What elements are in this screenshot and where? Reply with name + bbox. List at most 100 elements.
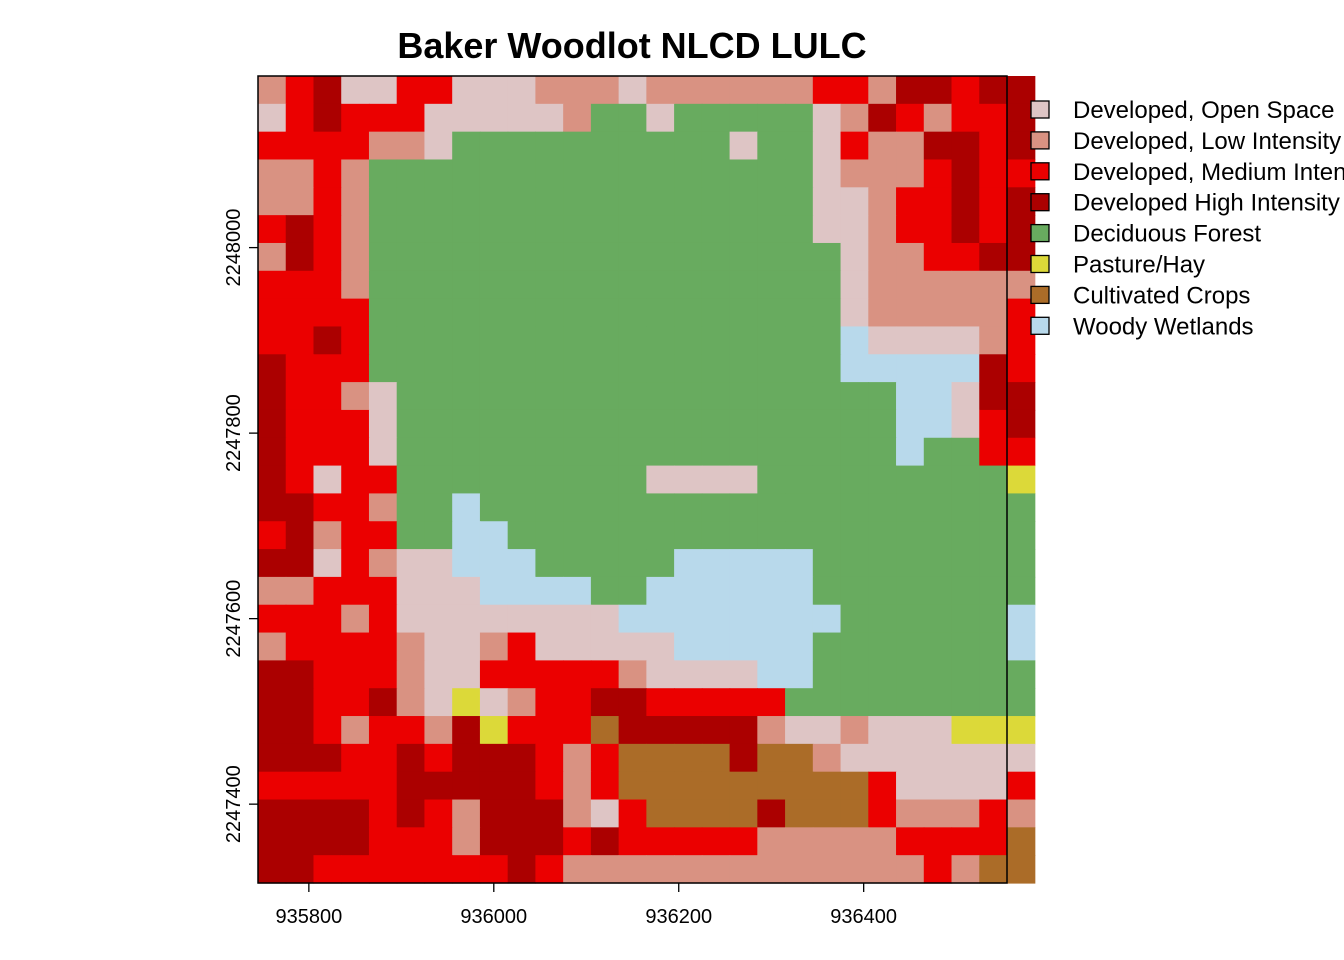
raster-cell — [923, 187, 953, 216]
raster-cell — [535, 660, 564, 689]
raster-cell — [590, 604, 620, 634]
raster-cell — [313, 298, 342, 328]
raster-cell — [341, 270, 370, 300]
raster-cell — [868, 855, 897, 884]
raster-cell — [646, 437, 675, 467]
raster-cell — [840, 382, 869, 411]
raster-cell — [396, 521, 426, 550]
raster-cell — [258, 437, 287, 467]
raster-cell — [979, 103, 1008, 133]
raster-cell — [785, 131, 814, 161]
legend-label: Cultivated Crops — [1073, 282, 1250, 309]
raster-cell — [507, 549, 537, 578]
raster-cell — [785, 215, 814, 244]
raster-cell — [285, 326, 315, 355]
raster-cell — [258, 604, 287, 634]
raster-cell — [507, 298, 537, 328]
raster-cell — [368, 771, 398, 801]
raster-cell — [618, 604, 647, 634]
raster-cell — [646, 409, 675, 439]
raster-cell — [590, 76, 620, 105]
raster-cell — [563, 771, 592, 801]
raster-cell — [368, 688, 398, 717]
raster-cell — [896, 159, 925, 188]
raster-cell — [1007, 799, 1036, 828]
raster-cell — [812, 799, 842, 828]
raster-cell — [979, 187, 1008, 216]
raster-cell — [896, 604, 925, 634]
raster-cell — [785, 576, 814, 606]
raster-cell — [923, 660, 953, 689]
raster-cell — [341, 187, 370, 216]
raster-cell — [812, 716, 842, 745]
raster-cell — [1007, 521, 1036, 550]
raster-cell — [396, 493, 426, 522]
raster-cell — [479, 716, 509, 745]
raster-cell — [479, 354, 509, 383]
raster-cell — [341, 465, 370, 495]
raster-cell — [785, 409, 814, 439]
raster-cell — [424, 382, 453, 411]
raster-cell — [785, 159, 814, 188]
raster-cell — [507, 632, 537, 661]
raster-cell — [868, 215, 897, 244]
raster-cell — [396, 76, 426, 105]
raster-cell — [951, 76, 980, 105]
raster-cell — [701, 354, 731, 383]
raster-cell — [757, 270, 786, 300]
raster-cell — [452, 604, 481, 634]
raster-cell — [729, 632, 758, 661]
raster-cell — [840, 771, 869, 801]
raster-cell — [313, 103, 342, 133]
raster-cell — [507, 465, 537, 495]
raster-cell — [951, 688, 980, 717]
raster-cell — [424, 354, 453, 383]
y-tick-label: 2247800 — [223, 394, 245, 472]
raster-cell — [646, 354, 675, 383]
raster-cell — [923, 799, 953, 828]
raster-cell — [258, 103, 287, 133]
raster-cell — [618, 131, 647, 161]
raster-cell — [452, 743, 481, 773]
raster-cell — [951, 103, 980, 133]
raster-cell — [868, 437, 897, 467]
raster-cell — [757, 76, 786, 105]
raster-cell — [812, 827, 842, 856]
raster-cell — [757, 493, 786, 522]
raster-cell — [618, 76, 647, 105]
raster-cell — [313, 827, 342, 856]
raster-cell — [535, 771, 564, 801]
legend-swatch — [1030, 223, 1050, 243]
raster-cell — [674, 521, 703, 550]
raster-cell — [618, 688, 647, 717]
raster-cell — [979, 437, 1008, 467]
raster-cell — [923, 632, 953, 661]
raster-cell — [923, 76, 953, 105]
raster-cell — [285, 382, 315, 411]
raster-cell — [674, 465, 703, 495]
raster-cell — [563, 242, 592, 272]
raster-cell — [674, 242, 703, 272]
raster-cell — [618, 827, 647, 856]
raster-cell — [452, 632, 481, 661]
raster-cell — [812, 326, 842, 355]
raster-cell — [535, 799, 564, 828]
raster-cell — [479, 215, 509, 244]
raster-cell — [618, 409, 647, 439]
raster-cell — [896, 437, 925, 467]
raster-cell — [896, 632, 925, 661]
raster-cell — [951, 855, 980, 884]
raster-cell — [1007, 76, 1036, 105]
raster-cell — [812, 660, 842, 689]
raster-cell — [424, 716, 453, 745]
raster-cell — [563, 215, 592, 244]
raster-cell — [590, 521, 620, 550]
raster-cell — [479, 131, 509, 161]
raster-cell — [285, 660, 315, 689]
raster-cell — [812, 465, 842, 495]
raster-cell — [701, 771, 731, 801]
raster-cell — [590, 855, 620, 884]
legend-swatch — [1030, 193, 1050, 212]
raster-cell — [757, 215, 786, 244]
raster-cell — [341, 242, 370, 272]
